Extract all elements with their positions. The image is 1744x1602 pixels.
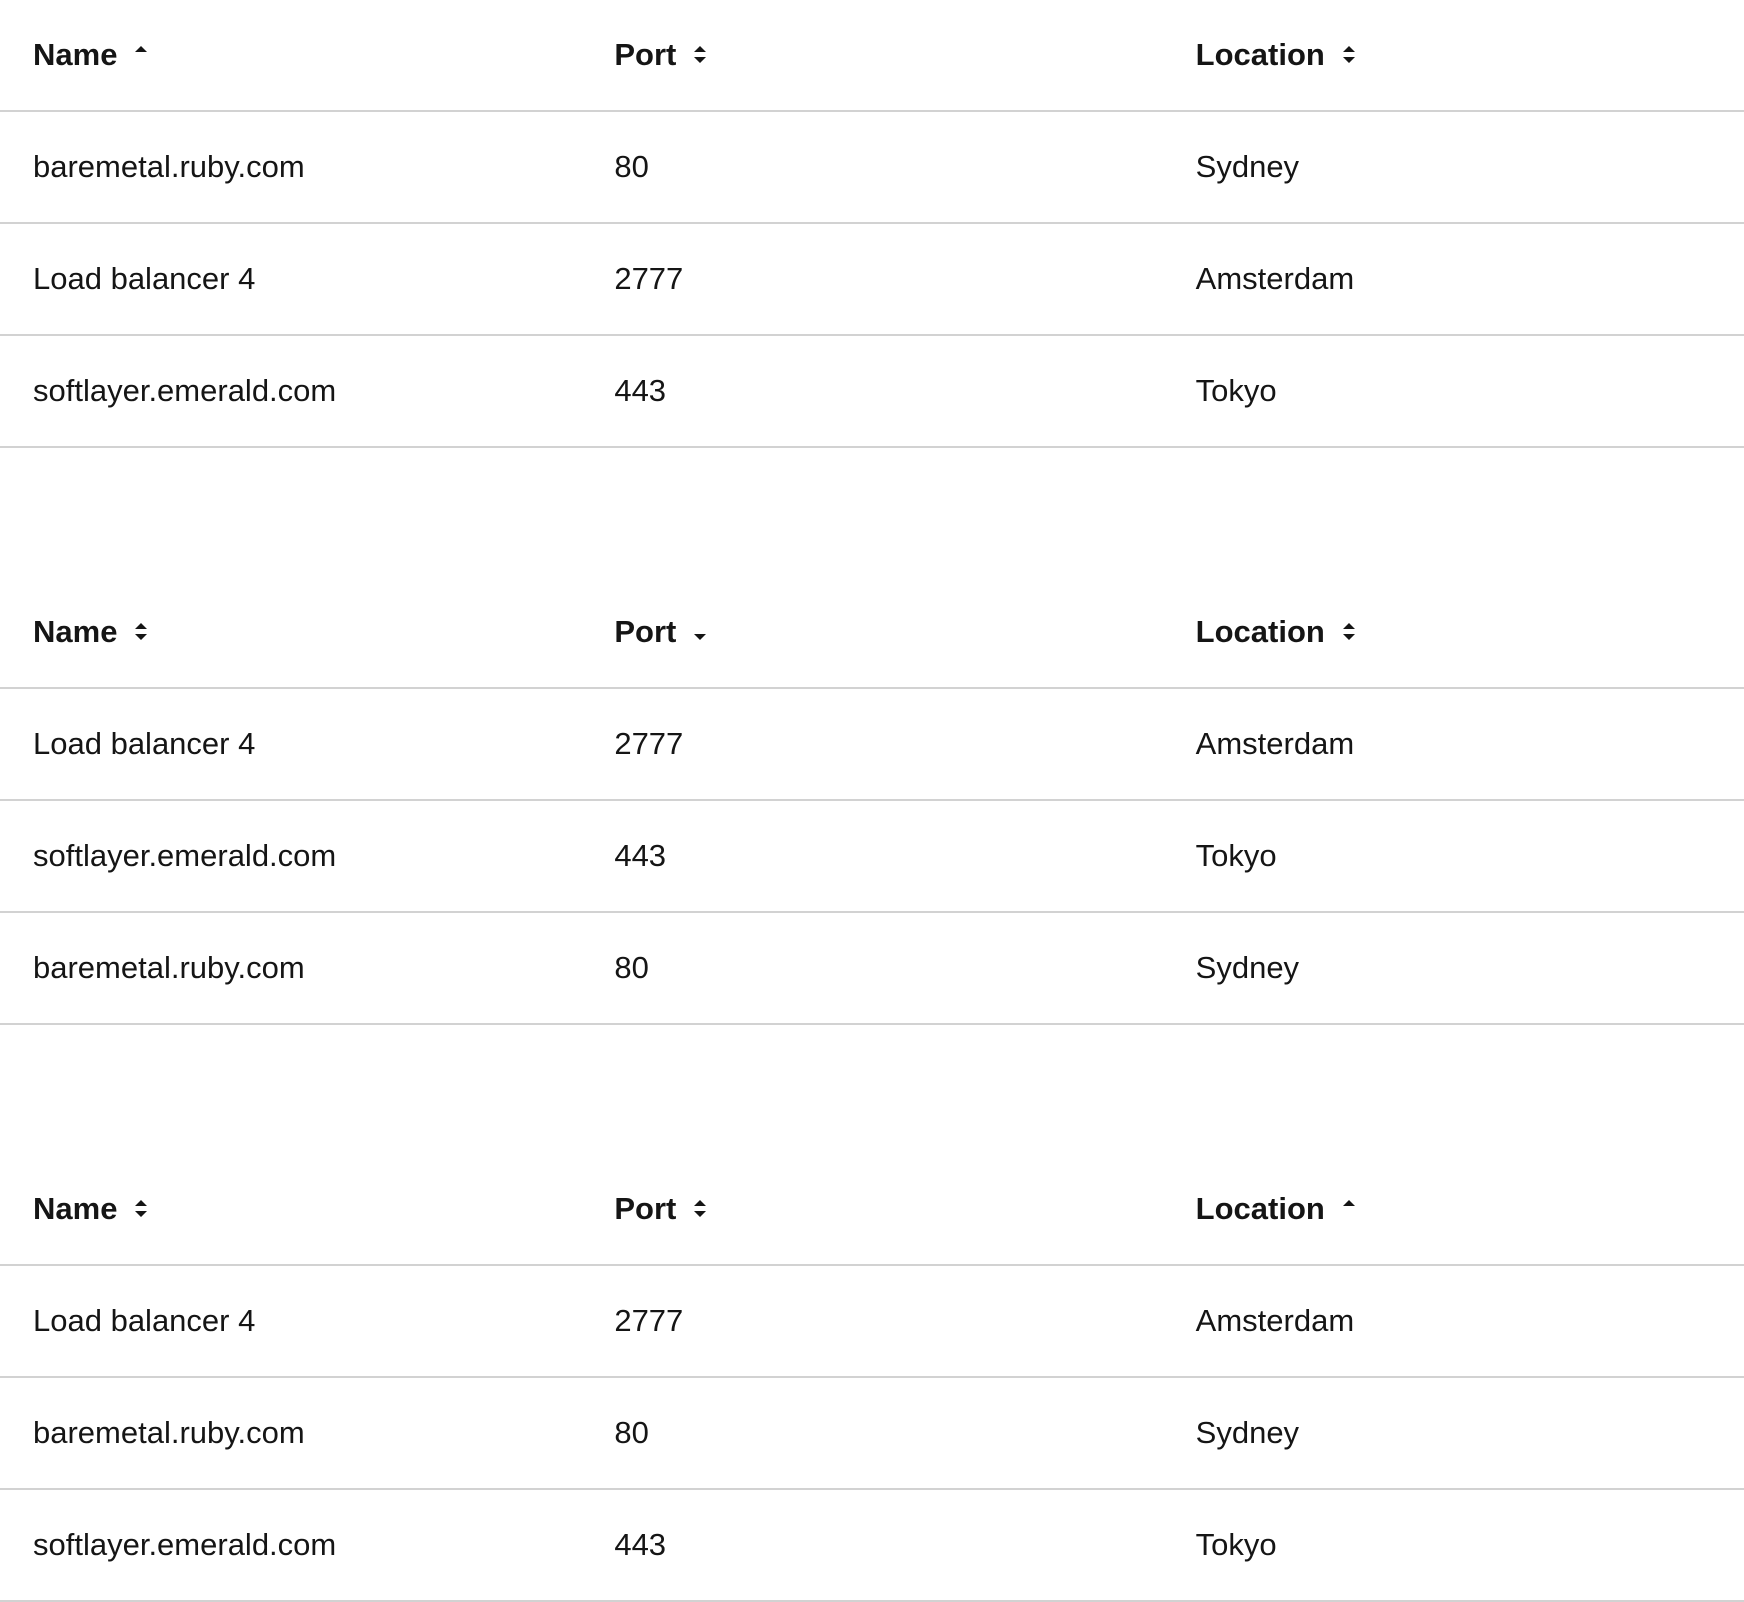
column-header-name[interactable]: Name: [0, 577, 582, 689]
cell-port: 2777: [581, 223, 1163, 336]
cell-name: softlayer.emerald.com: [0, 1489, 582, 1602]
cell-port: 443: [581, 800, 1163, 913]
column-header-port[interactable]: Port: [581, 0, 1163, 112]
column-header-port[interactable]: Port: [581, 577, 1163, 689]
sort-icon[interactable]: [692, 44, 708, 66]
cell-name: softlayer.emerald.com: [0, 800, 582, 913]
sort-button[interactable]: Name: [33, 37, 149, 73]
cell-location: Tokyo: [1162, 1489, 1744, 1602]
cell-name: softlayer.emerald.com: [0, 335, 582, 448]
cell-location: Sydney: [1162, 1377, 1744, 1490]
sort-up-icon[interactable]: [1341, 1198, 1357, 1220]
column-label: Port: [614, 1191, 677, 1226]
cell-port: 80: [581, 912, 1163, 1025]
table-row: Load balancer 4 2777 Amsterdam: [0, 223, 1744, 336]
cell-name: Load balancer 4: [0, 688, 582, 801]
column-header-location[interactable]: Location: [1162, 1154, 1744, 1266]
sort-button[interactable]: Location: [1196, 37, 1357, 73]
cell-name: baremetal.ruby.com: [0, 111, 582, 224]
cell-port: 80: [581, 1377, 1163, 1490]
column-label: Port: [614, 614, 677, 649]
sort-icon[interactable]: [692, 1198, 708, 1220]
table-row: baremetal.ruby.com 80 Sydney: [0, 1377, 1744, 1490]
sortable-table: Name Port Location baremetal.ruby.com 80 Sydn…: [0, 0, 1744, 448]
cell-port: 2777: [581, 688, 1163, 801]
sort-button[interactable]: Name: [33, 614, 149, 650]
cell-port: 80: [581, 111, 1163, 224]
cell-location: Amsterdam: [1162, 1265, 1744, 1378]
cell-name: Load balancer 4: [0, 223, 582, 336]
table-row: Load balancer 4 2777 Amsterdam: [0, 1265, 1744, 1378]
cell-name: baremetal.ruby.com: [0, 912, 582, 1025]
sort-button[interactable]: Port: [614, 614, 708, 650]
column-label: Name: [33, 614, 118, 649]
column-header-name[interactable]: Name: [0, 0, 582, 112]
sort-icon[interactable]: [1341, 621, 1357, 643]
cell-location: Sydney: [1162, 111, 1744, 224]
column-label: Port: [614, 37, 677, 72]
column-label: Location: [1195, 37, 1325, 72]
sort-button[interactable]: Location: [1196, 1191, 1357, 1227]
table-row: baremetal.ruby.com 80 Sydney: [0, 912, 1744, 1025]
column-label: Name: [33, 1191, 118, 1226]
sort-button[interactable]: Location: [1196, 614, 1357, 650]
column-label: Name: [33, 37, 118, 72]
column-header-name[interactable]: Name: [0, 1154, 582, 1266]
column-header-location[interactable]: Location: [1162, 0, 1744, 112]
column-header-port[interactable]: Port: [581, 1154, 1163, 1266]
sort-button[interactable]: Name: [33, 1191, 149, 1227]
cell-location: Amsterdam: [1162, 688, 1744, 801]
sort-icon[interactable]: [1341, 44, 1357, 66]
cell-location: Tokyo: [1162, 335, 1744, 448]
sort-down-icon[interactable]: [692, 621, 708, 643]
cell-location: Tokyo: [1162, 800, 1744, 913]
cell-name: Load balancer 4: [0, 1265, 582, 1378]
header-row: Name Port Location: [0, 0, 1744, 112]
sortable-table: Name Port Location Load balancer 4 2777 Amste…: [0, 1154, 1744, 1602]
sort-button[interactable]: Port: [614, 1191, 708, 1227]
cell-port: 443: [581, 335, 1163, 448]
sort-icon[interactable]: [133, 621, 149, 643]
header-row: Name Port Location: [0, 577, 1744, 689]
cell-port: 2777: [581, 1265, 1163, 1378]
sort-button[interactable]: Port: [614, 37, 708, 73]
table-row: softlayer.emerald.com 443 Tokyo: [0, 800, 1744, 913]
column-label: Location: [1195, 1191, 1325, 1226]
table-row: softlayer.emerald.com 443 Tokyo: [0, 1489, 1744, 1602]
cell-name: baremetal.ruby.com: [0, 1377, 582, 1490]
cell-location: Amsterdam: [1162, 223, 1744, 336]
sort-up-icon[interactable]: [133, 44, 149, 66]
table-row: softlayer.emerald.com 443 Tokyo: [0, 335, 1744, 448]
cell-port: 443: [581, 1489, 1163, 1602]
cell-location: Sydney: [1162, 912, 1744, 1025]
header-row: Name Port Location: [0, 1154, 1744, 1266]
column-header-location[interactable]: Location: [1162, 577, 1744, 689]
table-row: baremetal.ruby.com 80 Sydney: [0, 111, 1744, 224]
sortable-table: Name Port Location Load balancer 4 2777 Amste…: [0, 577, 1744, 1025]
table-row: Load balancer 4 2777 Amsterdam: [0, 688, 1744, 801]
sort-icon[interactable]: [133, 1198, 149, 1220]
column-label: Location: [1195, 614, 1325, 649]
